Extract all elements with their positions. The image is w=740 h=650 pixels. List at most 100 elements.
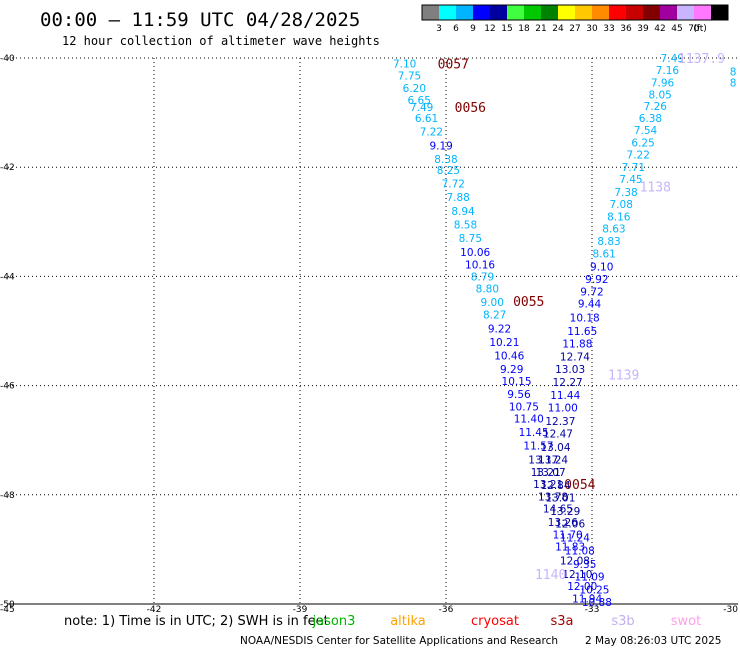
data-point-label: 7.75 bbox=[398, 70, 421, 82]
data-point-label: 8.38 bbox=[434, 154, 457, 166]
data-point-label: 11.88 bbox=[562, 339, 592, 351]
x-tick-label: -39 bbox=[293, 605, 308, 615]
data-point-label: 14.65 bbox=[543, 503, 573, 515]
y-tick-label: -50 bbox=[0, 600, 15, 610]
data-point-label: 7.22 bbox=[420, 127, 443, 139]
satellite-s3a: s3a bbox=[550, 614, 573, 629]
data-point-label: 7.16 bbox=[656, 65, 680, 77]
legend-swatch bbox=[490, 5, 507, 20]
legend-swatch bbox=[473, 5, 490, 20]
y-tick-label: -40 bbox=[0, 54, 15, 64]
data-point-label: 7.22 bbox=[627, 150, 650, 162]
satellite-swot: swot bbox=[671, 614, 701, 629]
data-point-label: 13.26 bbox=[548, 517, 578, 529]
data-point-label: 9.92 bbox=[585, 274, 608, 286]
axis-ticks: -45 -42 -39 -36 -33 -30 -40 -42 -44 -46 -48 -50 bbox=[0, 54, 738, 615]
data-point-label: 9.56 bbox=[507, 389, 531, 401]
data-point-label: 9.72 bbox=[580, 287, 603, 299]
legend-swatch bbox=[626, 5, 643, 20]
data-point-label: 11.45 bbox=[519, 427, 549, 439]
data-point-label: 10.06 bbox=[460, 247, 490, 259]
data-point-label: 12.08 bbox=[560, 555, 590, 567]
data-point-label: 7.38 bbox=[614, 187, 637, 199]
data-point-label: 11.24 bbox=[560, 532, 590, 544]
data-point-label: 8 bbox=[730, 67, 737, 79]
data-point-label: 10.75 bbox=[509, 401, 539, 413]
data-point-label: 12.84 bbox=[540, 480, 570, 492]
legend-swatch bbox=[558, 5, 575, 20]
legend-swatch bbox=[711, 5, 728, 20]
satellite-altika: altika bbox=[390, 614, 426, 629]
data-point-label: 10.46 bbox=[494, 351, 524, 363]
legend-label: 24 bbox=[552, 24, 564, 34]
chart-subtitle: 12 hour collection of altimeter wave hei… bbox=[62, 34, 380, 48]
legend-unit: (ft) bbox=[693, 24, 707, 34]
data-point-label: 7.26 bbox=[644, 101, 668, 113]
data-point-label: 7.49 bbox=[661, 53, 684, 65]
data-point-label: 8.94 bbox=[451, 206, 475, 218]
y-tick-label: -46 bbox=[0, 382, 15, 392]
data-point-label: 11.00 bbox=[548, 402, 578, 414]
data-point-label: 13.01 bbox=[545, 493, 575, 505]
satellite-cryosat: cryosat bbox=[471, 614, 519, 629]
time-label: 0056 bbox=[455, 101, 486, 116]
data-point-label: 13.17 bbox=[528, 454, 558, 466]
x-tick-label: -45 bbox=[0, 605, 15, 615]
data-point-label: 13.21 bbox=[531, 467, 561, 479]
data-point-label: 12.37 bbox=[545, 416, 575, 428]
y-tick-label: -48 bbox=[0, 491, 15, 501]
data-point-label: 7.88 bbox=[446, 192, 469, 204]
satellite-s3b: s3b bbox=[611, 614, 634, 629]
time-label: 1139 bbox=[608, 369, 639, 384]
legend-swatch bbox=[456, 5, 473, 20]
legend-label: 39 bbox=[637, 24, 649, 34]
data-point-label: 10.18 bbox=[570, 312, 600, 324]
data-point-label: 9.00 bbox=[481, 297, 504, 309]
data-point-label: 8 bbox=[730, 78, 737, 90]
data-point-label: 7.72 bbox=[442, 179, 465, 191]
legend-swatch bbox=[575, 5, 592, 20]
data-point-label: 11.70 bbox=[553, 530, 583, 542]
x-tick-label: -42 bbox=[147, 605, 162, 615]
data-point-label: 12.06 bbox=[555, 519, 585, 531]
data-point-label: 11.40 bbox=[514, 413, 544, 425]
y-tick-label: -44 bbox=[0, 272, 15, 282]
data-point-label: 7.71 bbox=[622, 162, 645, 174]
data-point-label: 13.29 bbox=[550, 506, 580, 518]
legend-label: 45 bbox=[671, 24, 682, 34]
data-point-label: 7.08 bbox=[610, 199, 633, 211]
time-label: 0054 bbox=[564, 478, 595, 493]
data-point-label: 7.49 bbox=[410, 102, 433, 114]
legend-label: 15 bbox=[501, 24, 512, 34]
data-point-label: 12.10 bbox=[562, 569, 592, 581]
data-point-label: 13.78 bbox=[538, 491, 568, 503]
data-point-label: 10.88 bbox=[582, 597, 612, 609]
x-tick-label: -30 bbox=[723, 605, 738, 615]
footer-text: NOAA/NESDIS Center for Satellite Applica… bbox=[240, 635, 558, 647]
legend-swatch bbox=[694, 5, 711, 20]
data-point-label: 13.21 bbox=[533, 479, 563, 491]
data-point-label: 9.35 bbox=[573, 559, 596, 571]
data-point-label: 9.22 bbox=[488, 323, 511, 335]
data-point-label: 11.94 bbox=[572, 594, 602, 606]
time-label: 0055 bbox=[513, 295, 544, 310]
time-label: 0057 bbox=[438, 57, 469, 72]
legend-label: 21 bbox=[535, 24, 546, 34]
data-point-label: 10.15 bbox=[502, 376, 532, 388]
time-label: 1138 bbox=[640, 180, 671, 195]
data-point-label: 11.83 bbox=[555, 542, 585, 554]
legend-label: 36 bbox=[620, 24, 632, 34]
timestamp: 2 May 08:26:03 UTC 2025 bbox=[585, 635, 721, 647]
data-point-label: 11.08 bbox=[565, 545, 595, 557]
time-label: 1140 bbox=[535, 568, 566, 583]
legend-frame bbox=[421, 4, 729, 21]
legend-swatch bbox=[507, 5, 524, 20]
data-point-label: 10.16 bbox=[465, 259, 495, 271]
legend-label: 27 bbox=[569, 24, 580, 34]
legend-swatch bbox=[524, 5, 541, 20]
legend-label: 9 bbox=[470, 24, 476, 34]
data-point-label: 12.74 bbox=[560, 352, 590, 364]
legend-label: 12 bbox=[484, 24, 495, 34]
legend-swatch bbox=[660, 5, 677, 20]
y-tick-label: -42 bbox=[0, 163, 15, 173]
